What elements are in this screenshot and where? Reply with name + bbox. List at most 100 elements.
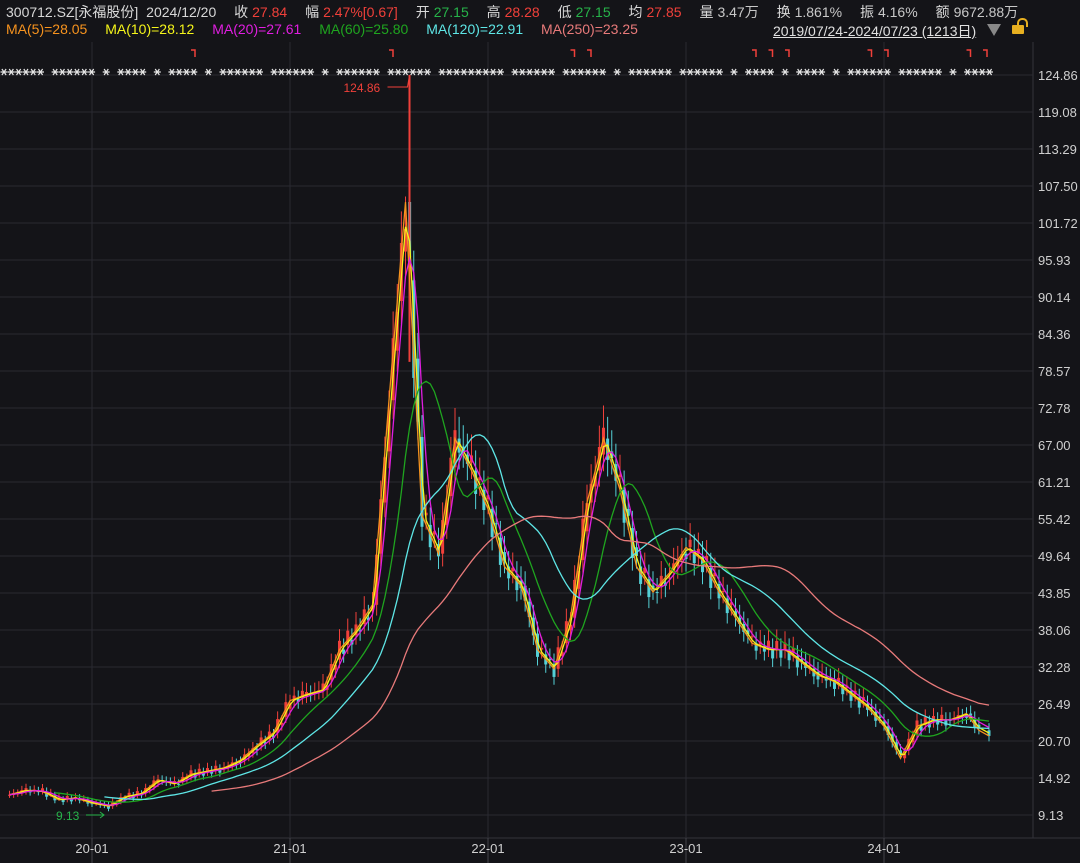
event-flag-icon	[752, 49, 757, 57]
event-star-icon	[533, 68, 541, 76]
amplitude-label: 振	[859, 4, 874, 20]
candle-body	[849, 691, 853, 701]
event-star-icon	[927, 68, 935, 76]
candle-body	[255, 749, 259, 751]
event-star-icon	[102, 68, 110, 76]
y-tick-label: 84.36	[1038, 327, 1071, 342]
high-marker-label: 124.86	[344, 81, 381, 95]
candle-body	[428, 524, 432, 548]
candle-body	[135, 791, 139, 796]
amplitude-value: 4.16%	[877, 4, 918, 20]
candle-body	[218, 769, 222, 773]
event-flag-icon	[389, 49, 394, 57]
event-star-icon	[73, 68, 81, 76]
event-flag-icon	[983, 49, 988, 57]
candle-body	[189, 770, 193, 777]
high-marker-arrow	[387, 74, 410, 88]
event-star-icon	[51, 68, 59, 76]
ma20-legend: MA(20)=27.61	[212, 21, 302, 37]
candle-body	[329, 664, 333, 680]
event-star-icon	[635, 68, 643, 76]
y-tick-label: 49.64	[1038, 549, 1071, 564]
event-star-icon	[226, 68, 234, 76]
event-star-icon	[183, 68, 190, 76]
avg-value: 27.85	[646, 4, 682, 20]
y-tick-label: 43.85	[1038, 586, 1071, 601]
y-tick-label: 9.13	[1038, 808, 1063, 823]
candle-body	[503, 552, 506, 561]
candle-body	[668, 577, 671, 579]
event-star-icon	[475, 68, 482, 76]
candle-body	[899, 750, 902, 755]
event-star-icon	[810, 68, 818, 76]
event-star-icon	[562, 68, 570, 76]
ma60-line	[54, 380, 990, 803]
candle-body	[536, 633, 539, 657]
event-star-icon	[416, 68, 424, 76]
high-value: 28.28	[504, 4, 540, 20]
y-tick-label: 124.86	[1038, 68, 1078, 83]
candle-body	[795, 655, 799, 668]
event-star-icon	[350, 68, 358, 76]
event-star-icon	[971, 68, 979, 76]
event-star-icon	[694, 68, 701, 76]
event-star-icon	[920, 68, 928, 76]
candle-body	[857, 697, 861, 708]
candle-body	[210, 771, 214, 774]
event-star-icon	[460, 68, 468, 76]
event-star-icon	[548, 68, 555, 76]
candle-body	[552, 663, 556, 677]
candle-body	[597, 446, 601, 471]
y-tick-label: 107.50	[1038, 179, 1078, 194]
low-marker-label: 9.13	[56, 809, 80, 823]
candle-body	[610, 451, 614, 458]
event-star-icon	[423, 68, 431, 76]
event-flag-icon	[570, 49, 576, 57]
event-star-icon	[883, 68, 891, 76]
amount-label: 额	[935, 4, 950, 20]
event-star-icon	[767, 68, 774, 76]
event-flag-icon	[587, 49, 592, 57]
candle-body	[944, 719, 948, 726]
candle-body	[494, 523, 498, 525]
candle-body	[692, 550, 696, 564]
y-tick-label: 67.00	[1038, 438, 1071, 453]
candle-body	[569, 624, 572, 631]
event-star-icon	[898, 68, 906, 76]
candle-body	[214, 765, 218, 771]
event-star-icon	[124, 68, 132, 76]
event-star-icon	[372, 68, 380, 76]
event-star-icon	[708, 68, 716, 76]
event-star-icon	[540, 68, 548, 76]
ma10-legend: MA(10)=28.12	[105, 21, 195, 37]
event-star-icon	[964, 68, 972, 76]
ma10-line	[9, 226, 990, 807]
unlocked-padlock-icon[interactable]	[1012, 18, 1028, 34]
candle-body	[197, 768, 201, 774]
y-tick-label: 90.14	[1038, 290, 1071, 305]
date-range-selector[interactable]: 2019/07/24-2024/07/23 (1213日)	[773, 23, 977, 39]
event-star-icon	[0, 68, 8, 76]
event-star-icon	[489, 68, 497, 76]
event-star-icon	[599, 68, 607, 76]
event-star-icon	[526, 68, 534, 76]
candle-body	[478, 477, 482, 481]
symbol: 300712.SZ[永福股份]	[6, 4, 139, 20]
candle-body	[127, 792, 131, 797]
event-star-icon	[277, 68, 285, 76]
event-star-icon	[569, 68, 577, 76]
event-star-icon	[139, 68, 147, 76]
candle-body	[606, 438, 610, 460]
event-star-icon	[803, 68, 811, 76]
triangle-down-icon[interactable]	[987, 24, 1001, 36]
quote-summary: 300712.SZ[永福股份] 2024/12/20 收 27.84 幅 2.47%…	[6, 2, 1022, 22]
avg-label: 均	[628, 4, 643, 20]
candle-body	[750, 636, 754, 638]
change-label: 幅	[305, 4, 320, 20]
candle-body	[775, 641, 779, 650]
event-star-icon	[934, 68, 942, 76]
candle-body	[107, 805, 110, 809]
candle-body	[296, 699, 300, 702]
event-star-icon	[577, 68, 585, 76]
